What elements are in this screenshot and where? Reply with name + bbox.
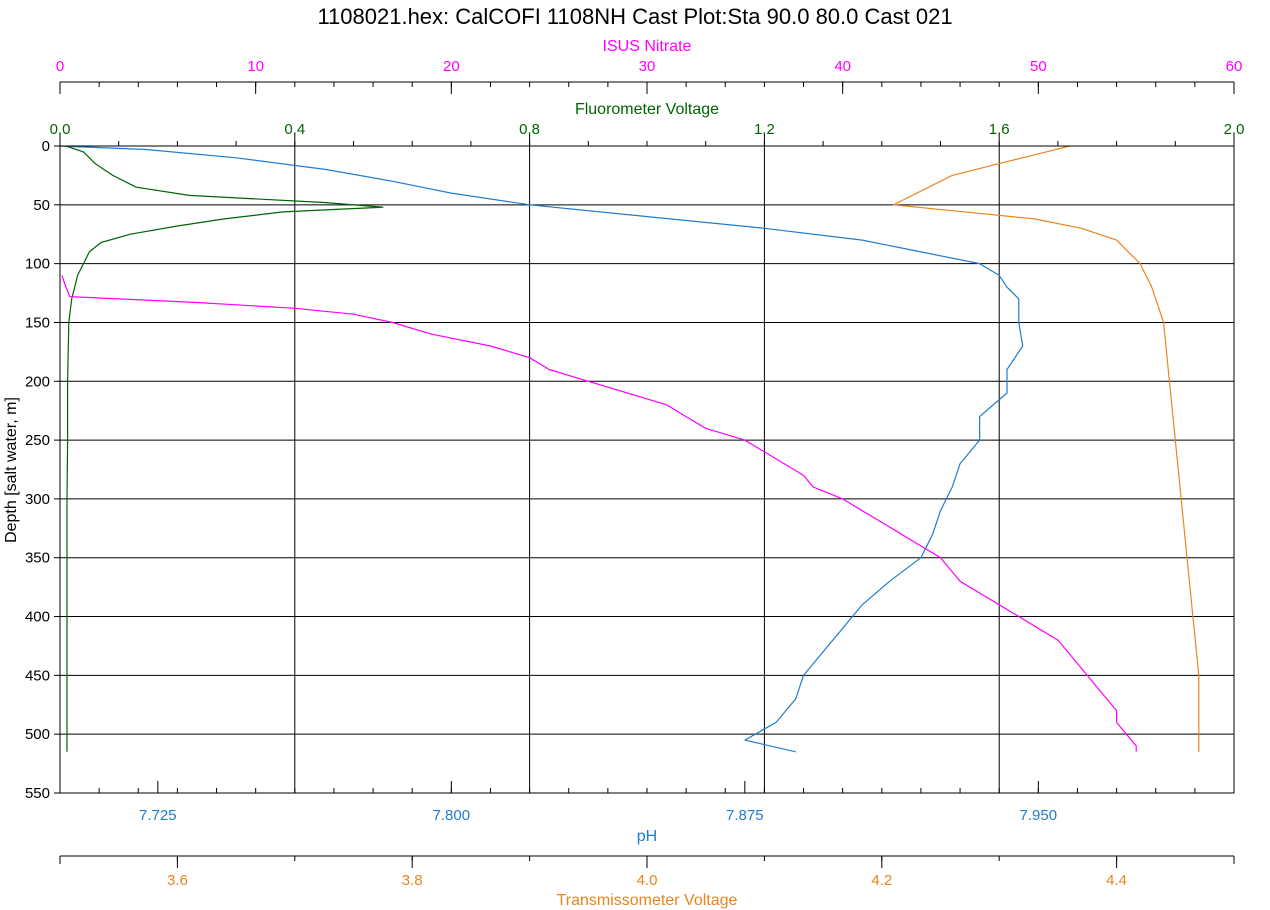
x-tick-label-nitrate: 0 [56, 58, 64, 75]
y-tick-label: 500 [25, 726, 50, 743]
x-tick-label-nitrate: 60 [1226, 58, 1243, 75]
x-tick-label-trans: 4.0 [637, 872, 658, 889]
y-tick-label: 100 [25, 256, 50, 273]
x-tick-label-trans: 3.6 [167, 872, 188, 889]
series-line-nitrate [61, 275, 1137, 752]
x-tick-label-fluor: 0.8 [519, 121, 540, 138]
x-axis-title-nitrate: ISUS Nitrate [603, 38, 692, 55]
series-line-trans [892, 145, 1200, 752]
y-tick-label: 0 [42, 138, 50, 155]
x-tick-label-trans: 4.4 [1106, 872, 1127, 889]
x-tick-label-fluor: 2.0 [1224, 121, 1245, 138]
x-tick-label-nitrate: 30 [639, 58, 656, 75]
x-tick-label-fluor: 1.2 [754, 121, 775, 138]
x-tick-label-ph: 7.800 [433, 807, 471, 824]
grid [60, 145, 1234, 794]
y-tick-label: 350 [25, 550, 50, 567]
chart-title: 1108021.hex: CalCOFI 1108NH Cast Plot:St… [317, 4, 952, 29]
plot-frame [59, 145, 1235, 794]
series-line-ph [59, 145, 1024, 753]
data-series [59, 145, 1200, 753]
x-tick-label-ph: 7.875 [726, 807, 764, 824]
x-tick-label-nitrate: 50 [1030, 58, 1047, 75]
x-tick-label-fluor: 0.0 [50, 121, 71, 138]
x-tick-label-nitrate: 20 [443, 58, 460, 75]
y-tick-label: 200 [25, 373, 50, 390]
y-tick-label: 50 [33, 197, 50, 214]
axes: 0 50 100 150 200 250 300 350 400 450 500 550 0 10 20 30… [25, 58, 1244, 889]
x-tick-label-trans: 4.2 [871, 872, 892, 889]
x-tick-label-nitrate: 10 [247, 58, 264, 75]
x-tick-label-ph: 7.725 [139, 807, 177, 824]
x-tick-label-fluor: 0.4 [284, 121, 305, 138]
x-tick-label-fluor: 1.6 [989, 121, 1010, 138]
y-tick-label: 450 [25, 667, 50, 684]
y-tick-label: 300 [25, 491, 50, 508]
x-tick-label-ph: 7.950 [1020, 807, 1058, 824]
y-tick-label: 400 [25, 609, 50, 626]
x-tick-label-trans: 3.8 [402, 872, 423, 889]
x-axis-title-fluorometer: Fluorometer Voltage [575, 101, 719, 118]
x-tick-label-nitrate: 40 [834, 58, 851, 75]
y-tick-label: 550 [25, 785, 50, 802]
x-axis-title-transmissometer: Transmissometer Voltage [557, 892, 738, 909]
y-tick-label: 150 [25, 314, 50, 331]
y-tick-label: 250 [25, 432, 50, 449]
y-axis-title: Depth [salt water, m] [3, 397, 20, 543]
series-line-fluor [65, 145, 384, 752]
x-axis-title-ph: pH [637, 828, 657, 845]
